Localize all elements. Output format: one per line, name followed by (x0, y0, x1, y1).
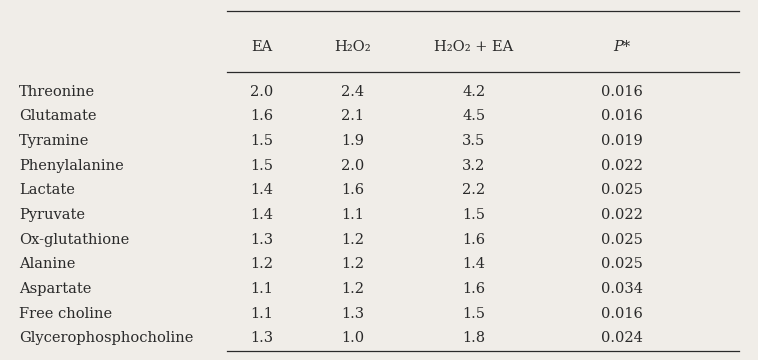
Text: 0.022: 0.022 (600, 208, 643, 222)
Text: 1.5: 1.5 (250, 134, 273, 148)
Text: 3.2: 3.2 (462, 159, 485, 173)
Text: 0.025: 0.025 (600, 257, 643, 271)
Text: 1.2: 1.2 (250, 257, 273, 271)
Text: 1.0: 1.0 (341, 332, 364, 345)
Text: H₂O₂: H₂O₂ (334, 40, 371, 54)
Text: 1.2: 1.2 (341, 282, 364, 296)
Text: 2.0: 2.0 (341, 159, 364, 173)
Text: 1.5: 1.5 (462, 208, 485, 222)
Text: 1.3: 1.3 (250, 233, 273, 247)
Text: 1.6: 1.6 (462, 233, 485, 247)
Text: 1.4: 1.4 (462, 257, 485, 271)
Text: Free choline: Free choline (19, 307, 112, 321)
Text: 2.1: 2.1 (341, 109, 364, 123)
Text: 2.2: 2.2 (462, 184, 485, 197)
Text: Lactate: Lactate (19, 184, 75, 197)
Text: 1.1: 1.1 (341, 208, 364, 222)
Text: 0.019: 0.019 (600, 134, 643, 148)
Text: 0.016: 0.016 (600, 85, 643, 99)
Text: 1.6: 1.6 (462, 282, 485, 296)
Text: Alanine: Alanine (19, 257, 75, 271)
Text: P*: P* (613, 40, 630, 54)
Text: H₂O₂ + EA: H₂O₂ + EA (434, 40, 513, 54)
Text: 2.4: 2.4 (341, 85, 364, 99)
Text: 0.025: 0.025 (600, 184, 643, 197)
Text: 1.4: 1.4 (250, 184, 273, 197)
Text: 0.024: 0.024 (600, 332, 643, 345)
Text: 0.016: 0.016 (600, 307, 643, 321)
Text: Glutamate: Glutamate (19, 109, 96, 123)
Text: 4.2: 4.2 (462, 85, 485, 99)
Text: 0.034: 0.034 (600, 282, 643, 296)
Text: 4.5: 4.5 (462, 109, 485, 123)
Text: 1.4: 1.4 (250, 208, 273, 222)
Text: Aspartate: Aspartate (19, 282, 91, 296)
Text: Phenylalanine: Phenylalanine (19, 159, 124, 173)
Text: Glycerophosphocholine: Glycerophosphocholine (19, 332, 193, 345)
Text: 1.1: 1.1 (250, 282, 273, 296)
Text: Pyruvate: Pyruvate (19, 208, 85, 222)
Text: 1.2: 1.2 (341, 233, 364, 247)
Text: 1.5: 1.5 (250, 159, 273, 173)
Text: 1.6: 1.6 (250, 109, 273, 123)
Text: 0.025: 0.025 (600, 233, 643, 247)
Text: 1.3: 1.3 (341, 307, 364, 321)
Text: 1.8: 1.8 (462, 332, 485, 345)
Text: 3.5: 3.5 (462, 134, 485, 148)
Text: 1.2: 1.2 (341, 257, 364, 271)
Text: 0.016: 0.016 (600, 109, 643, 123)
Text: 0.022: 0.022 (600, 159, 643, 173)
Text: Ox-glutathione: Ox-glutathione (19, 233, 129, 247)
Text: Threonine: Threonine (19, 85, 95, 99)
Text: 2.0: 2.0 (250, 85, 273, 99)
Text: 1.6: 1.6 (341, 184, 364, 197)
Text: Tyramine: Tyramine (19, 134, 89, 148)
Text: 1.1: 1.1 (250, 307, 273, 321)
Text: 1.5: 1.5 (462, 307, 485, 321)
Text: EA: EA (251, 40, 272, 54)
Text: 1.3: 1.3 (250, 332, 273, 345)
Text: 1.9: 1.9 (341, 134, 364, 148)
